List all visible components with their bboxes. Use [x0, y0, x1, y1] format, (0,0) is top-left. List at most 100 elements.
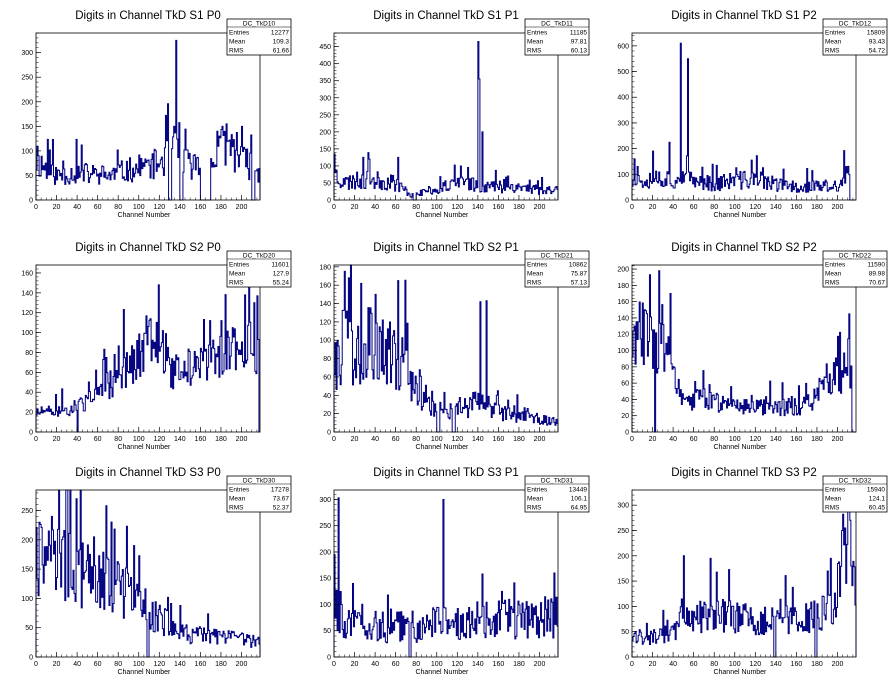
x-tick-label: 60	[392, 661, 400, 668]
stats-box	[226, 475, 292, 513]
y-tick-label: 250	[21, 508, 33, 515]
x-axis-label: Channel Number	[713, 669, 767, 676]
x-tick-label: 160	[195, 661, 207, 668]
x-tick-label: 140	[770, 436, 782, 443]
x-tick-label: 180	[513, 436, 525, 443]
x-axis-label: Channel Number	[415, 212, 469, 219]
y-tick-label: 100	[319, 602, 331, 609]
x-axis-label: Channel Number	[415, 669, 469, 676]
y-tick-label: 200	[617, 267, 629, 274]
plot-frame	[631, 32, 857, 201]
x-tick-label: 60	[392, 204, 400, 211]
y-tick-label: 140	[21, 290, 33, 297]
y-tick-label: 120	[319, 319, 331, 326]
x-tick-label: 100	[431, 436, 443, 443]
y-tick-label: 400	[617, 95, 629, 102]
x-tick-label: 160	[791, 661, 803, 668]
x-tick-label: 80	[114, 661, 122, 668]
x-tick-label: 60	[690, 204, 698, 211]
y-tick-label: 200	[319, 129, 331, 136]
x-tick-label: 200	[534, 436, 546, 443]
y-tick-label: 200	[21, 99, 33, 106]
y-tick-label: 80	[323, 356, 331, 363]
x-tick-label: 140	[770, 661, 782, 668]
x-tick-label: 160	[493, 204, 505, 211]
x-tick-label: 180	[811, 661, 823, 668]
plot-title: Digits in Channel TkD S2 P1	[373, 242, 519, 254]
x-tick-label: 120	[153, 204, 165, 211]
y-tick-label: 80	[621, 364, 629, 371]
x-tick-label: 0	[332, 661, 336, 668]
x-tick-label: 180	[215, 204, 227, 211]
x-tick-label: 100	[431, 661, 443, 668]
histogram-line	[333, 264, 559, 433]
stats-value: 15940	[867, 487, 885, 494]
y-tick-label: 350	[319, 78, 331, 85]
stats-value: 61.66	[273, 48, 290, 55]
x-tick-label: 0	[630, 661, 634, 668]
stats-box	[822, 475, 888, 513]
stats-key: Entries	[527, 30, 548, 37]
y-tick-label: 160	[21, 270, 33, 277]
stats-box	[524, 475, 590, 513]
histogram-line	[35, 269, 260, 433]
y-tick-label: 140	[617, 315, 629, 322]
stats-key: Entries	[229, 30, 250, 37]
plot-title: Digits in Channel TkD S1 P1	[373, 10, 519, 22]
histogram-panel: Digits in Channel TkD S3 P0 0 20 40 60 80 100 1…	[21, 467, 292, 676]
histogram-panel: Digits in Channel TkD S1 P1 0 20 40 60 80 100 1…	[319, 10, 590, 219]
stats-box	[524, 250, 590, 288]
y-tick-label: 300	[617, 120, 629, 127]
plot-title: Digits in Channel TkD S3 P1	[373, 467, 519, 479]
x-tick-label: 140	[472, 436, 484, 443]
x-tick-label: 180	[215, 436, 227, 443]
stats-value: 60.13	[571, 48, 588, 55]
x-tick-label: 160	[493, 436, 505, 443]
stats-key: Mean	[527, 496, 544, 503]
plot-frame	[333, 32, 559, 201]
y-tick-label: 50	[323, 180, 331, 187]
y-tick-label: 20	[621, 413, 629, 420]
x-tick-label: 100	[729, 204, 741, 211]
x-tick-label: 40	[371, 204, 379, 211]
y-tick-label: 60	[25, 370, 33, 377]
stats-value: 60.45	[869, 505, 886, 512]
stats-name: DC_TkD12	[839, 21, 872, 28]
x-tick-label: 120	[749, 204, 761, 211]
y-tick-label: 140	[319, 301, 331, 308]
x-tick-label: 80	[412, 204, 420, 211]
y-tick-label: 200	[617, 146, 629, 153]
stats-value: 11601	[271, 262, 289, 269]
histogram-line	[631, 42, 856, 201]
x-tick-label: 200	[832, 436, 844, 443]
stats-key: RMS	[825, 280, 840, 287]
y-tick-label: 180	[617, 283, 629, 290]
histogram-line	[333, 497, 559, 658]
stats-value: 12277	[271, 30, 289, 37]
x-tick-label: 40	[669, 661, 677, 668]
stats-key: Entries	[825, 262, 846, 269]
stats-key: RMS	[229, 280, 244, 287]
x-tick-label: 60	[690, 436, 698, 443]
stats-value: 15809	[867, 30, 885, 37]
stats-value: 10862	[569, 262, 587, 269]
plot-frame	[333, 264, 559, 433]
x-tick-label: 140	[174, 436, 186, 443]
x-axis-label: Channel Number	[117, 669, 171, 676]
x-tick-label: 0	[630, 436, 634, 443]
plot-title: Digits in Channel TkD S1 P0	[75, 10, 221, 22]
stats-key: RMS	[527, 280, 542, 287]
x-tick-label: 160	[195, 436, 207, 443]
y-tick-label: 600	[617, 43, 629, 50]
stats-value: 70.67	[869, 280, 886, 287]
stats-value: 97.81	[571, 39, 588, 46]
histogram-line	[631, 494, 857, 658]
y-tick-label: 300	[319, 95, 331, 102]
histogram-panel: Digits in Channel TkD S1 P2 0 20 40 60 80 100 1…	[617, 10, 888, 219]
stats-key: Entries	[825, 30, 846, 37]
stats-value: 57.13	[571, 280, 588, 287]
stats-key: Entries	[527, 262, 548, 269]
plot-frame	[35, 489, 261, 658]
x-tick-label: 200	[236, 661, 248, 668]
stats-box	[524, 18, 590, 56]
